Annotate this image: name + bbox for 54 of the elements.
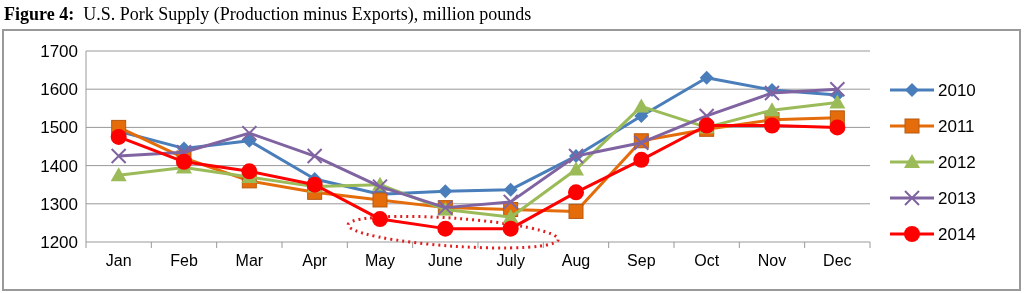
x-tick-label: Dec [823,252,852,269]
point [502,193,519,210]
point [110,167,127,182]
legend-label: 2010 [938,80,976,100]
y-tick-label: 1500 [40,118,78,138]
point [502,220,519,237]
point [503,182,518,197]
legend-label: 2014 [938,224,976,244]
point [764,117,780,134]
point [568,184,584,201]
point [437,220,454,237]
point [176,153,192,170]
point [306,148,323,165]
y-tick-label: 1400 [40,156,78,176]
point [568,203,584,219]
x-tick-label: July [496,252,525,269]
point [241,125,258,142]
point [829,81,846,98]
x-tick-label: Oct [694,252,720,269]
point [110,128,127,145]
x-tick-label: June [427,252,463,269]
point [372,211,388,228]
point [438,184,453,199]
x-tick-label: Apr [302,252,328,269]
chart-title: Figure 4: U.S. Pork Supply (Production minus Exports), million pounds [4,4,532,25]
point [698,107,715,124]
point [110,148,127,165]
y-tick-label: 1200 [40,232,78,252]
x-tick-label: Aug [561,252,591,269]
x-tick-label: Mar [235,252,264,269]
point [829,94,846,109]
point [372,178,388,195]
legend-label: 2013 [938,188,976,208]
x-tick-label: Jan [105,252,132,269]
point [764,85,780,102]
point [372,192,388,208]
point [242,133,257,148]
y-tick-label: 1700 [40,41,78,61]
point [764,102,780,117]
x-tick-label: Sep [627,252,656,269]
y-tick-label: 1600 [40,80,78,100]
point [633,98,650,113]
x-tick-label: May [364,252,396,269]
point [241,163,258,180]
legend-label: 2012 [938,152,976,172]
point [176,144,192,161]
point [568,161,584,176]
y-tick-label: 1300 [40,194,78,214]
x-tick-label: Nov [757,252,787,269]
point [633,151,650,168]
x-tick-label: Feb [170,252,198,269]
point [699,70,714,85]
legend-label: 2011 [938,116,975,136]
point [829,119,846,136]
